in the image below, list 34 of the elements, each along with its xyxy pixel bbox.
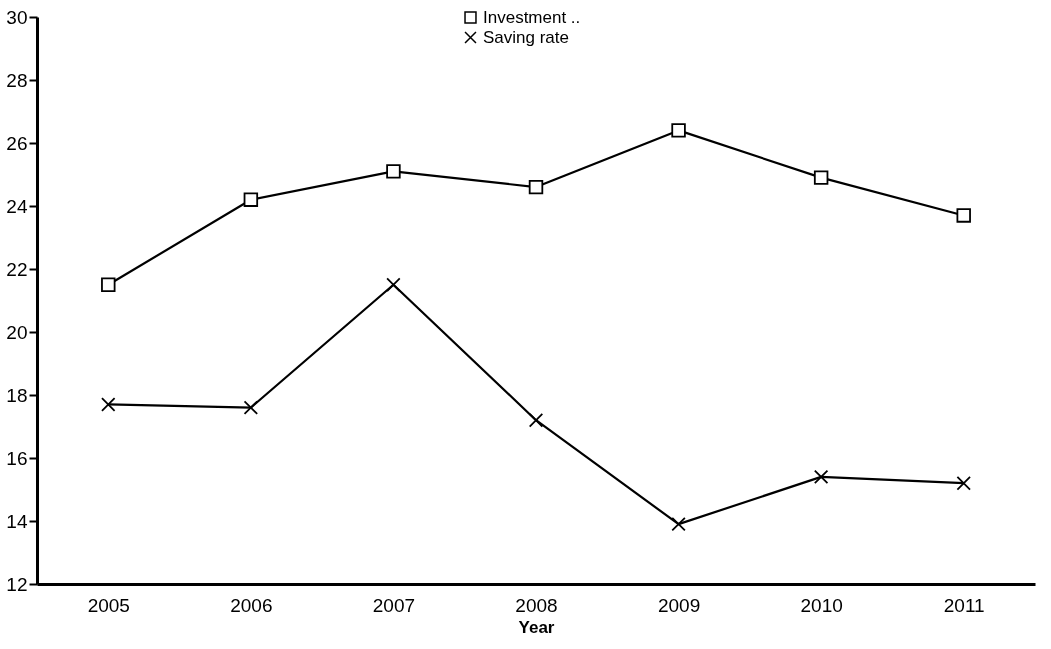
x-tick-label: 2007 <box>372 594 416 616</box>
point <box>813 469 829 485</box>
y-tick-label: 22 <box>6 258 28 280</box>
y-tick-label: 24 <box>6 195 28 217</box>
y-tick-label: 30 <box>6 6 28 28</box>
point <box>956 208 971 223</box>
x-tick-label: 2005 <box>87 594 130 616</box>
point <box>101 397 116 412</box>
y-tick-label: 20 <box>6 321 28 343</box>
legend-label: Investment .. <box>483 7 581 27</box>
y-tick-label: 16 <box>6 447 28 469</box>
point <box>243 192 259 207</box>
x-tick-label: 2008 <box>515 594 558 616</box>
point <box>671 123 686 138</box>
y-tick-label: 14 <box>6 510 28 532</box>
point <box>386 277 401 292</box>
point <box>671 516 686 532</box>
point <box>386 164 401 179</box>
y-tick-label: 28 <box>6 69 28 91</box>
x-axis-title: Year <box>518 617 555 637</box>
point <box>528 179 544 195</box>
x-tick-label: 2010 <box>800 594 843 616</box>
point <box>101 277 116 292</box>
x-tick-label: 2011 <box>943 594 985 616</box>
point <box>243 400 259 415</box>
y-tick-label: 26 <box>6 132 28 154</box>
legend-label: Saving rate <box>483 27 569 47</box>
x-tick-label: 2009 <box>657 594 701 616</box>
point <box>813 170 829 185</box>
y-tick-label: 12 <box>6 573 28 595</box>
x-tick-label: 2006 <box>230 594 273 616</box>
point <box>528 412 544 428</box>
point <box>956 475 971 491</box>
y-tick-label: 18 <box>6 384 28 406</box>
